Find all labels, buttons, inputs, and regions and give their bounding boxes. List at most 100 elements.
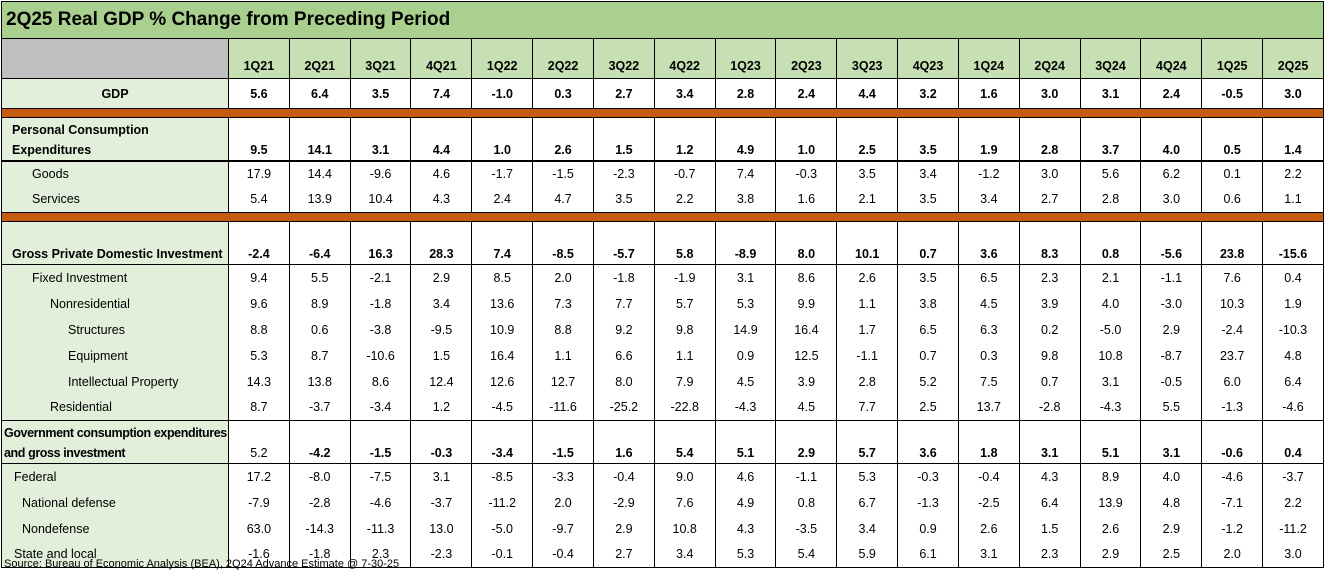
value-cell: 2.0 bbox=[532, 489, 594, 516]
value-cell: -2.8 bbox=[1018, 394, 1081, 421]
value-cell: 2.4 bbox=[471, 186, 534, 213]
separator-bar bbox=[1, 212, 1324, 222]
value-cell: 8.8 bbox=[228, 316, 290, 343]
value-cell: 7.4 bbox=[714, 160, 777, 187]
value-cell: -3.3 bbox=[532, 463, 594, 490]
value-cell: -1.2 bbox=[957, 160, 1020, 187]
column-header: 4Q24 bbox=[1140, 38, 1203, 79]
column-header: 3Q24 bbox=[1079, 38, 1142, 79]
value-cell: -1.1 bbox=[1140, 264, 1203, 291]
value-cell: 4.6 bbox=[714, 463, 777, 490]
table-row: Nondefense 63.0 -14.3 -11.3 13.0 -5.0 -9.7 2.9 1… bbox=[1, 515, 1324, 542]
table-row: Government consumption expenditures and … bbox=[1, 420, 1324, 464]
value-cell: 5.5 bbox=[1140, 394, 1203, 421]
value-cell: 12.7 bbox=[532, 368, 594, 395]
value-cell: 3.4 bbox=[410, 290, 473, 317]
column-header: 4Q23 bbox=[897, 38, 959, 79]
row-label: Fixed Investment bbox=[1, 264, 229, 291]
value-cell: -9.7 bbox=[532, 515, 594, 542]
value-cell: -2.9 bbox=[592, 489, 655, 516]
value-cell: 7.5 bbox=[957, 368, 1020, 395]
row-label: Residential bbox=[1, 394, 229, 421]
column-header: 2Q24 bbox=[1018, 38, 1081, 79]
value-cell: 28.3 bbox=[410, 221, 473, 265]
value-cell: 2.9 bbox=[1140, 515, 1203, 542]
value-cell: -3.4 bbox=[349, 394, 412, 421]
value-cell: 3.5 bbox=[592, 186, 655, 213]
value-cell: 17.9 bbox=[228, 160, 290, 187]
value-cell: 5.3 bbox=[228, 342, 290, 369]
value-cell: 2.5 bbox=[836, 117, 899, 162]
value-cell: 6.0 bbox=[1201, 368, 1264, 395]
column-header: 4Q21 bbox=[410, 38, 473, 79]
value-cell: 6.4 bbox=[1262, 368, 1324, 395]
value-cell: -4.6 bbox=[1262, 394, 1324, 421]
table-row: GDP 5.6 6.4 3.5 7.4 -1.0 0.3 2.7 3.4 2.8 2.4 4.4 3.2… bbox=[1, 78, 1324, 109]
value-cell: 10.1 bbox=[836, 221, 899, 265]
value-cell: -1.8 bbox=[288, 541, 351, 568]
value-cell: 3.1 bbox=[349, 117, 412, 162]
value-cell: 3.1 bbox=[1018, 420, 1081, 464]
value-cell: 7.6 bbox=[1201, 264, 1264, 291]
value-cell: 2.3 bbox=[1018, 541, 1081, 568]
value-cell: 2.1 bbox=[1079, 264, 1142, 291]
value-cell: 3.9 bbox=[775, 368, 838, 395]
value-cell: 6.2 bbox=[1140, 160, 1203, 187]
value-cell: -3.4 bbox=[471, 420, 534, 464]
value-cell: 2.9 bbox=[775, 420, 838, 464]
value-cell: 13.8 bbox=[288, 368, 351, 395]
value-cell: -2.5 bbox=[957, 489, 1020, 516]
value-cell: 4.4 bbox=[836, 78, 899, 109]
value-cell: 0.3 bbox=[957, 342, 1020, 369]
value-cell: 2.6 bbox=[836, 264, 899, 291]
header-row: 1Q21 2Q21 3Q21 4Q21 1Q22 2Q22 3Q22 4Q22 1Q23 2Q23… bbox=[1, 38, 1324, 79]
column-header: 1Q25 bbox=[1201, 38, 1264, 79]
value-cell: 3.1 bbox=[957, 541, 1020, 568]
value-cell: 2.6 bbox=[1079, 515, 1142, 542]
value-cell: 0.4 bbox=[1262, 420, 1324, 464]
value-cell: -11.2 bbox=[1262, 515, 1324, 542]
value-cell: 6.6 bbox=[592, 342, 655, 369]
table-row: National defense -7.9 -2.8 -4.6 -3.7 -11.2 2.0… bbox=[1, 489, 1324, 516]
table-row: Equipment 5.3 8.7 -10.6 1.5 16.4 1.1 6.6 1.1 0.9 1… bbox=[1, 342, 1324, 369]
value-cell: 9.8 bbox=[653, 316, 716, 343]
value-cell: 14.3 bbox=[228, 368, 290, 395]
value-cell: 7.9 bbox=[653, 368, 716, 395]
value-cell: 9.8 bbox=[1018, 342, 1081, 369]
value-cell: 5.7 bbox=[653, 290, 716, 317]
value-cell: 13.9 bbox=[1079, 489, 1142, 516]
value-cell: 2.9 bbox=[592, 515, 655, 542]
value-cell: 5.8 bbox=[653, 221, 716, 265]
value-cell: -2.8 bbox=[288, 489, 351, 516]
value-cell: 5.7 bbox=[836, 420, 899, 464]
value-cell: 1.1 bbox=[532, 342, 594, 369]
value-cell: 1.2 bbox=[653, 117, 716, 162]
value-cell: -0.4 bbox=[592, 463, 655, 490]
value-cell: 1.4 bbox=[1262, 117, 1324, 162]
value-cell: 9.5 bbox=[228, 117, 290, 162]
value-cell: 0.4 bbox=[1262, 264, 1324, 291]
value-cell: 3.1 bbox=[1079, 78, 1142, 109]
value-cell: 0.8 bbox=[775, 489, 838, 516]
table-title: 2Q25 Real GDP % Change from Preceding Pe… bbox=[1, 1, 1324, 39]
value-cell: 3.2 bbox=[897, 78, 959, 109]
column-header: 1Q21 bbox=[228, 38, 290, 79]
value-cell: 1.7 bbox=[836, 316, 899, 343]
value-cell: 1.5 bbox=[410, 342, 473, 369]
value-cell: 3.0 bbox=[1018, 160, 1081, 187]
value-cell: 1.6 bbox=[775, 186, 838, 213]
value-cell: 2.8 bbox=[714, 78, 777, 109]
value-cell: 5.2 bbox=[228, 420, 290, 464]
value-cell: 9.9 bbox=[775, 290, 838, 317]
value-cell: -1.8 bbox=[349, 290, 412, 317]
value-cell: -0.7 bbox=[653, 160, 716, 187]
column-header: 2Q23 bbox=[775, 38, 838, 79]
value-cell: 13.7 bbox=[957, 394, 1020, 421]
value-cell: -25.2 bbox=[592, 394, 655, 421]
table-row: Goods 17.9 14.4 -9.6 4.6 -1.7 -1.5 -2.3 -0.7 7.4-… bbox=[1, 160, 1324, 187]
value-cell: 6.1 bbox=[897, 541, 959, 568]
value-cell: 13.0 bbox=[410, 515, 473, 542]
column-header: 1Q23 bbox=[714, 38, 777, 79]
value-cell: 0.7 bbox=[1018, 368, 1081, 395]
value-cell: 2.6 bbox=[532, 117, 594, 162]
